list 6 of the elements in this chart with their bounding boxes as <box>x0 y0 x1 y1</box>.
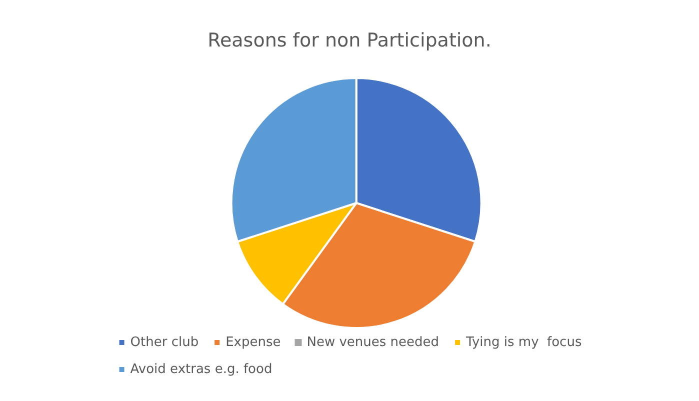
legend-label: Expense <box>226 335 281 350</box>
legend-label: Avoid extras e.g. food <box>130 362 272 377</box>
legend-label: Tying is my focus <box>465 335 582 350</box>
legend-label: Other club <box>130 335 199 350</box>
chart-title: Reasons for non Participation. <box>208 30 492 52</box>
legend-label: New venues needed <box>306 335 440 350</box>
